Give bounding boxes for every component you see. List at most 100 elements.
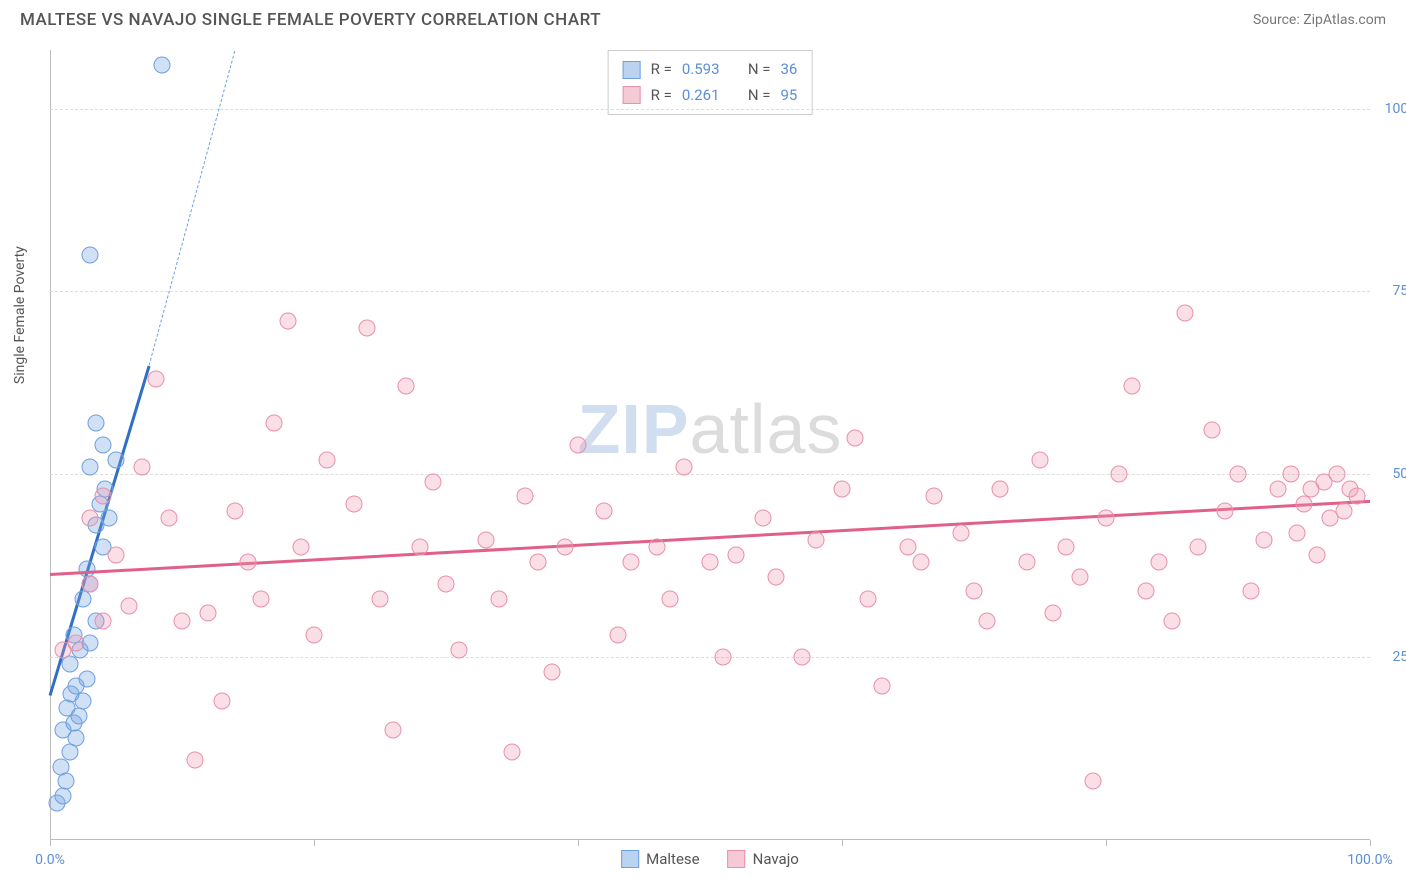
data-point bbox=[424, 473, 441, 490]
data-point bbox=[75, 590, 92, 607]
data-point bbox=[1124, 378, 1141, 395]
x-tick-label: 0.0% bbox=[35, 852, 65, 868]
data-point bbox=[94, 612, 111, 629]
data-point bbox=[1164, 612, 1181, 629]
stats-legend-row: R =0.261N =95 bbox=[623, 83, 798, 109]
data-point bbox=[768, 568, 785, 585]
data-point bbox=[266, 415, 283, 432]
data-point bbox=[61, 656, 78, 673]
data-point bbox=[662, 590, 679, 607]
data-point bbox=[306, 627, 323, 644]
legend-swatch bbox=[621, 850, 639, 868]
data-point bbox=[702, 554, 719, 571]
bottom-legend-item: Navajo bbox=[728, 850, 799, 868]
x-tick bbox=[314, 840, 315, 846]
watermark-atlas: atlas bbox=[690, 390, 843, 468]
data-point bbox=[847, 429, 864, 446]
data-point bbox=[1348, 488, 1365, 505]
data-point bbox=[794, 649, 811, 666]
legend-swatch bbox=[623, 86, 641, 104]
stat-n-label: N = bbox=[748, 57, 771, 83]
data-point bbox=[900, 539, 917, 556]
data-point bbox=[596, 502, 613, 519]
data-point bbox=[1309, 546, 1326, 563]
data-point bbox=[1296, 495, 1313, 512]
data-point bbox=[55, 788, 72, 805]
data-point bbox=[240, 554, 257, 571]
stat-r-value: 0.261 bbox=[682, 83, 730, 109]
source-attribution: Source: ZipAtlas.com bbox=[1253, 12, 1386, 28]
data-point bbox=[807, 532, 824, 549]
data-point bbox=[490, 590, 507, 607]
data-point bbox=[622, 554, 639, 571]
data-point bbox=[979, 612, 996, 629]
stat-r-label: R = bbox=[651, 57, 672, 83]
data-point bbox=[292, 539, 309, 556]
data-point bbox=[57, 773, 74, 790]
data-point bbox=[1111, 466, 1128, 483]
data-point bbox=[398, 378, 415, 395]
x-tick bbox=[578, 840, 579, 846]
data-point bbox=[451, 641, 468, 658]
data-point bbox=[728, 546, 745, 563]
x-tick bbox=[1106, 840, 1107, 846]
stat-r-label: R = bbox=[651, 83, 672, 109]
data-point bbox=[477, 532, 494, 549]
data-point bbox=[1150, 554, 1167, 571]
data-point bbox=[385, 722, 402, 739]
data-point bbox=[154, 56, 171, 73]
x-axis-line bbox=[50, 839, 1370, 840]
data-point bbox=[609, 627, 626, 644]
data-point bbox=[213, 693, 230, 710]
x-tick bbox=[50, 840, 51, 846]
data-point bbox=[253, 590, 270, 607]
grid-line bbox=[50, 474, 1370, 475]
data-point bbox=[1045, 605, 1062, 622]
data-point bbox=[1084, 773, 1101, 790]
data-point bbox=[1335, 502, 1352, 519]
data-point bbox=[411, 539, 428, 556]
stats-legend: R =0.593N =36R =0.261N =95 bbox=[608, 50, 813, 115]
grid-line bbox=[50, 109, 1370, 110]
data-point bbox=[319, 451, 336, 468]
data-point bbox=[966, 583, 983, 600]
data-point bbox=[873, 678, 890, 695]
y-tick-label: 75.0% bbox=[1392, 283, 1406, 299]
x-tick bbox=[1370, 840, 1371, 846]
data-point bbox=[345, 495, 362, 512]
data-point bbox=[543, 663, 560, 680]
data-point bbox=[926, 488, 943, 505]
data-point bbox=[517, 488, 534, 505]
y-tick-label: 100.0% bbox=[1385, 101, 1406, 117]
data-point bbox=[61, 744, 78, 761]
data-point bbox=[1256, 532, 1273, 549]
y-tick-label: 50.0% bbox=[1392, 466, 1406, 482]
plot-area: ZIPatlas R =0.593N =36R =0.261N =95 Malt… bbox=[50, 50, 1370, 840]
data-point bbox=[1177, 305, 1194, 322]
stats-legend-row: R =0.593N =36 bbox=[623, 57, 798, 83]
data-point bbox=[52, 758, 69, 775]
data-point bbox=[226, 502, 243, 519]
stat-n-label: N = bbox=[748, 83, 771, 109]
y-axis-label: Single Female Poverty bbox=[12, 246, 28, 384]
data-point bbox=[1329, 466, 1346, 483]
data-point bbox=[1230, 466, 1247, 483]
data-point bbox=[81, 458, 98, 475]
data-point bbox=[952, 524, 969, 541]
data-point bbox=[372, 590, 389, 607]
data-point bbox=[1243, 583, 1260, 600]
data-point bbox=[675, 458, 692, 475]
stat-r-value: 0.593 bbox=[682, 57, 730, 83]
data-point bbox=[160, 510, 177, 527]
grid-line bbox=[50, 657, 1370, 658]
data-point bbox=[1071, 568, 1088, 585]
data-point bbox=[860, 590, 877, 607]
chart-container: Single Female Poverty ZIPatlas R =0.593N… bbox=[50, 50, 1370, 840]
data-point bbox=[121, 597, 138, 614]
data-point bbox=[147, 371, 164, 388]
data-point bbox=[1289, 524, 1306, 541]
data-point bbox=[68, 634, 85, 651]
data-point bbox=[438, 575, 455, 592]
data-point bbox=[358, 319, 375, 336]
data-point bbox=[992, 480, 1009, 497]
